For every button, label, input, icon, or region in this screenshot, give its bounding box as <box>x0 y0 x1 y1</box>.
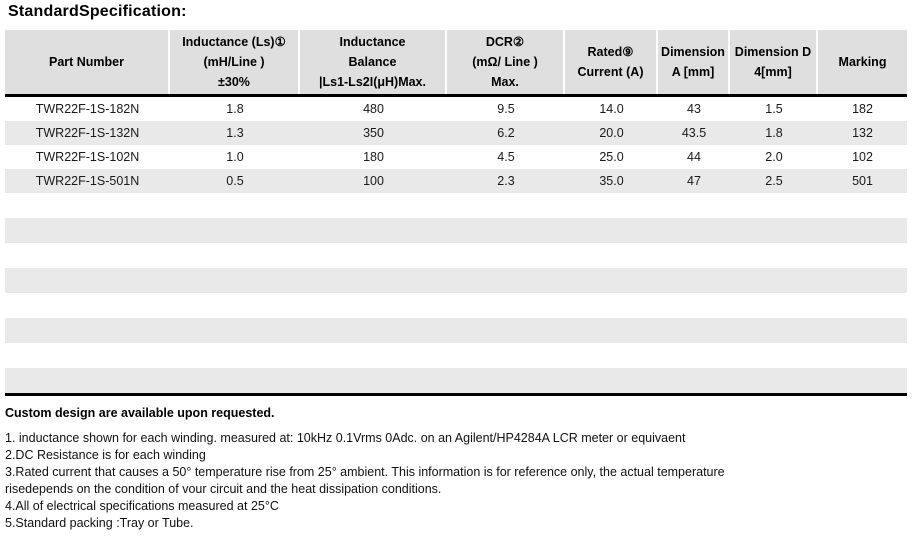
column-header: Rated⑨ Current (A) <box>565 30 658 94</box>
table-row: TWR22F-1S-132N 1.3 350 6.2 20.0 43.5 1.8 132 <box>5 121 907 145</box>
table-cell: 47 <box>687 174 701 188</box>
footnote-line: 5.Standard packing :Tray or Tube. <box>5 516 194 530</box>
footnote-line: 1. inductance shown for each winding. me… <box>5 431 686 445</box>
column-header-line: Inductance (Ls)① <box>182 35 286 49</box>
column-header: Inductance (Ls)① (mH/Line ) ±30% <box>170 30 300 94</box>
table-cell: 1.5 <box>765 102 783 116</box>
table-cell: 6.2 <box>497 126 515 140</box>
table-cell: 43 <box>687 102 701 116</box>
empty-table-row <box>5 268 907 293</box>
footnote-line: risedepends on the condition of vour cir… <box>5 482 442 496</box>
table-cell: 44 <box>687 150 701 164</box>
column-header-line: Balance <box>348 55 397 69</box>
column-header: Inductance Balance |Ls1-Ls2I(μH)Max. <box>300 30 447 94</box>
table-body: TWR22F-1S-182N 1.8 480 9.5 14.0 43 1.5 182 TWR22… <box>5 97 907 396</box>
column-header-line: Dimension D <box>734 45 812 59</box>
empty-table-row <box>5 243 907 268</box>
table-cell: 100 <box>363 174 384 188</box>
column-header-line: Dimension <box>661 45 725 59</box>
column-header: Dimension D 4[mm] <box>730 30 818 94</box>
table-cell: 1.3 <box>226 126 244 140</box>
table-cell: 14.0 <box>599 102 624 116</box>
empty-table-row <box>5 293 907 318</box>
table-row: TWR22F-1S-182N 1.8 480 9.5 14.0 43 1.5 182 <box>5 97 907 121</box>
table-cell: 180 <box>363 150 384 164</box>
table-cell: TWR22F-1S-182N <box>35 102 140 116</box>
table-cell: 9.5 <box>497 102 515 116</box>
empty-table-row <box>5 318 907 343</box>
column-header: Part Number <box>5 30 170 94</box>
table-cell: 182 <box>852 102 873 116</box>
footnotes-heading: Custom design are available upon request… <box>5 406 275 420</box>
column-header: DCR② (mΩ/ Line ) Max. <box>447 30 565 94</box>
column-header-line: Inductance <box>339 35 406 49</box>
column-header-line: 4[mm] <box>754 65 792 79</box>
table-cell: 0.5 <box>226 174 244 188</box>
column-header: Marking <box>818 30 907 94</box>
column-header-line: DCR② <box>485 35 525 49</box>
table-cell: TWR22F-1S-102N <box>35 150 140 164</box>
table-row: TWR22F-1S-102N 1.0 180 4.5 25.0 44 2.0 102 <box>5 145 907 169</box>
table-cell: 1.8 <box>765 126 783 140</box>
empty-table-row <box>5 368 907 393</box>
page-title: StandardSpecification: <box>8 3 187 20</box>
column-header-line: Part Number <box>48 55 125 69</box>
column-header-line: Rated⑨ <box>587 45 634 59</box>
empty-table-row <box>5 218 907 243</box>
footnote-line: 4.All of electrical specifications measu… <box>5 499 279 513</box>
table-cell: 35.0 <box>599 174 624 188</box>
table-cell: 4.5 <box>497 150 515 164</box>
footnote-line: 2.DC Resistance is for each winding <box>5 448 206 462</box>
column-header: Dimension A [mm] <box>658 30 730 94</box>
column-header-line: Current (A) <box>577 65 644 79</box>
column-header-line: (mΩ/ Line ) <box>472 55 538 69</box>
column-header-line: ±30% <box>218 75 250 89</box>
table-cell: 1.0 <box>226 150 244 164</box>
table-cell: TWR22F-1S-132N <box>35 126 140 140</box>
table-cell: 43.5 <box>681 126 707 140</box>
footnote-line: 3.Rated current that causes a 50° temper… <box>5 465 725 479</box>
table-cell: 132 <box>852 126 873 140</box>
column-header-line: A [mm] <box>671 65 715 79</box>
table-cell: TWR22F-1S-501N <box>35 174 140 188</box>
table-cell: 20.0 <box>599 126 624 140</box>
column-header-line: |Ls1-Ls2I(μH)Max. <box>318 75 426 89</box>
column-header-line: (mH/Line ) <box>203 55 265 69</box>
table-cell: 2.0 <box>765 150 783 164</box>
table-cell: 102 <box>852 150 873 164</box>
table-cell: 1.8 <box>226 102 244 116</box>
footnotes-list: 1. inductance shown for each winding. me… <box>5 430 910 532</box>
empty-table-row <box>5 193 907 218</box>
footnotes-section: Custom design are available upon request… <box>5 406 910 532</box>
table-cell: 25.0 <box>599 150 624 164</box>
table-cell: 2.5 <box>765 174 783 188</box>
table-cell: 501 <box>852 174 873 188</box>
table-row: TWR22F-1S-501N 0.5 100 2.3 35.0 47 2.5 501 <box>5 169 907 193</box>
column-header-line: Max. <box>491 75 519 89</box>
column-header-line: Marking <box>838 55 887 69</box>
table-cell: 480 <box>363 102 384 116</box>
empty-table-row <box>5 343 907 368</box>
specification-table: Part Number Inductance (Ls)① (mH/Line ) ±30… <box>5 30 907 396</box>
table-cell: 350 <box>363 126 384 140</box>
table-cell: 2.3 <box>497 174 515 188</box>
table-header-row: Part Number Inductance (Ls)① (mH/Line ) ±30… <box>5 30 907 97</box>
